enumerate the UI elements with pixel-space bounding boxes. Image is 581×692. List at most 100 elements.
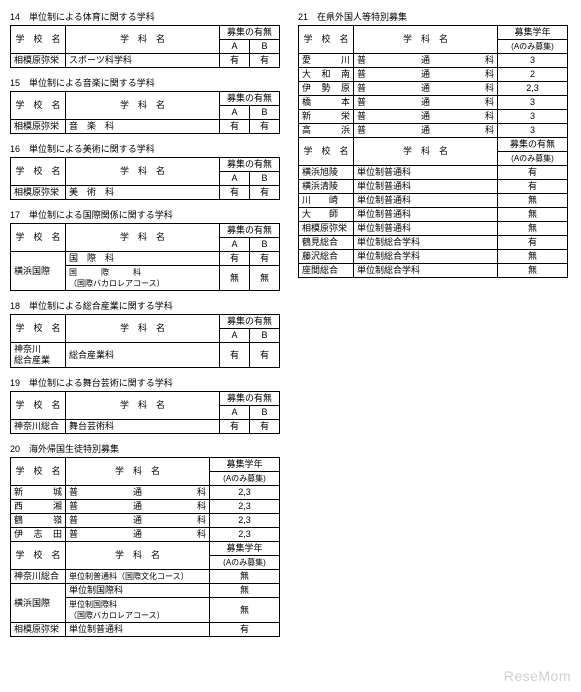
header-cell: A: [219, 40, 249, 54]
cell: 単位制国際科: [66, 584, 210, 598]
cell: 新 栄: [299, 110, 354, 124]
cell: 2,3: [210, 528, 280, 542]
cell: 単位制普通科: [354, 208, 498, 222]
header-cell: 学 科 名: [66, 26, 220, 54]
header-cell: B: [249, 329, 279, 343]
table: 学 校 名学 科 名募集の有無AB相模原弥栄スポーツ科学科有有: [10, 25, 280, 68]
section: 18 単位制による総合産業に関する学科学 校 名学 科 名募集の有無AB神奈川総…: [10, 299, 280, 368]
cell: 無: [219, 266, 249, 291]
cell: 有: [219, 54, 249, 68]
cell: 無: [498, 194, 568, 208]
header-cell: 学 科 名: [354, 26, 498, 54]
cell: 相模原弥栄: [11, 54, 66, 68]
section: 17 単位制による国際関係に関する学科学 校 名学 科 名募集の有無AB横浜国際…: [10, 208, 280, 291]
cell: 舞台芸術科: [66, 420, 220, 434]
cell: 普 通 科: [66, 500, 210, 514]
cell: 無: [498, 264, 568, 278]
table-row: 新 栄普 通 科3: [299, 110, 568, 124]
header-cell: 学 校 名: [11, 26, 66, 54]
cell: 単位制普通科: [354, 194, 498, 208]
table: 学 校 名学 科 名募集の有無AB神奈川総合産業総合産業科有有: [10, 314, 280, 368]
table: 学 校 名学 科 名募集学年(Aのみ募集)愛 川普 通 科3大 和 南普 通 科…: [298, 25, 568, 278]
cell: 2,3: [210, 500, 280, 514]
cell: 有: [219, 343, 249, 368]
header-cell: 学 校 名: [11, 158, 66, 186]
cell: 2: [498, 68, 568, 82]
cell: 伊 志 田: [11, 528, 66, 542]
cell: 単位制総合学科: [354, 250, 498, 264]
cell: 無: [210, 570, 280, 584]
table-row: 横浜旭陵単位制普通科有: [299, 166, 568, 180]
table-row: 相模原弥栄美 術 科有有: [11, 186, 280, 200]
cell: 神奈川総合: [11, 570, 66, 584]
cell: 相模原弥栄: [11, 186, 66, 200]
table-row: 神奈川総合舞台芸術科有有: [11, 420, 280, 434]
watermark: ReseMom: [504, 668, 571, 684]
cell: 単位制総合学科: [354, 264, 498, 278]
header-cell: 募集学年: [210, 542, 280, 556]
cell: 有: [219, 252, 249, 266]
table-row: 伊 勢 原普 通 科2,3: [299, 82, 568, 96]
cell: 無: [210, 584, 280, 598]
header-cell: 学 校 名: [11, 542, 66, 570]
header-cell: (Aのみ募集): [210, 556, 280, 570]
header-cell: (Aのみ募集): [498, 40, 568, 54]
table-row: 横浜国際単位制国際科無: [11, 584, 280, 598]
section: 21 在県外国人等特別募集学 校 名学 科 名募集学年(Aのみ募集)愛 川普 通…: [298, 10, 568, 278]
cell: 有: [498, 180, 568, 194]
cell: 横浜清陵: [299, 180, 354, 194]
cell: 相模原弥栄: [11, 623, 66, 637]
cell: 有: [249, 420, 279, 434]
section: 19 単位制による舞台芸術に関する学科学 校 名学 科 名募集の有無AB神奈川総…: [10, 376, 280, 434]
cell: 3: [498, 110, 568, 124]
cell: 藤沢総合: [299, 250, 354, 264]
cell: 総合産業科: [66, 343, 220, 368]
cell: 国 際 科: [66, 252, 220, 266]
table-row: 相模原弥栄単位制普通科有: [11, 623, 280, 637]
cell: 有: [219, 120, 249, 134]
cell: 高 浜: [299, 124, 354, 138]
cell: 3: [498, 96, 568, 110]
cell: 川 崎: [299, 194, 354, 208]
cell: 有: [249, 343, 279, 368]
table-row: 高 浜普 通 科3: [299, 124, 568, 138]
header-cell: 学 科 名: [66, 224, 220, 252]
header-cell: 募集の有無: [219, 26, 279, 40]
table-row: 相模原弥栄音 楽 科有有: [11, 120, 280, 134]
table-row: 神奈川総合単位制普通科（国際文化コース）無: [11, 570, 280, 584]
header-cell: 学 科 名: [354, 138, 498, 166]
table-row: 新 城普 通 科2,3: [11, 486, 280, 500]
cell: 普 通 科: [354, 54, 498, 68]
header-cell: A: [219, 406, 249, 420]
cell: 座間総合: [299, 264, 354, 278]
header-cell: B: [249, 238, 279, 252]
table: 学 校 名学 科 名募集の有無AB相模原弥栄美 術 科有有: [10, 157, 280, 200]
header-cell: B: [249, 406, 279, 420]
cell: スポーツ科学科: [66, 54, 220, 68]
left-column: 14 単位制による体育に関する学科学 校 名学 科 名募集の有無AB相模原弥栄ス…: [10, 10, 280, 645]
cell: 音 楽 科: [66, 120, 220, 134]
cell: 鶴 嶺: [11, 514, 66, 528]
section: 20 海外帰国生徒特別募集学 校 名学 科 名募集学年(Aのみ募集)新 城普 通…: [10, 442, 280, 637]
header-cell: 学 校 名: [299, 138, 354, 166]
section-title: 15 単位制による音楽に関する学科: [10, 76, 280, 89]
table-row: 西 湘普 通 科2,3: [11, 500, 280, 514]
cell: 国 際 科（国際バカロレアコース）: [66, 266, 220, 291]
cell: 有: [249, 186, 279, 200]
cell: 有: [249, 252, 279, 266]
cell: 2,3: [210, 514, 280, 528]
cell: 単位制普通科: [354, 166, 498, 180]
header-cell: 募集の有無: [219, 315, 279, 329]
header-cell: B: [249, 172, 279, 186]
cell: 無: [498, 208, 568, 222]
section-title: 20 海外帰国生徒特別募集: [10, 442, 280, 455]
section-title: 16 単位制による美術に関する学科: [10, 142, 280, 155]
header-cell: 学 科 名: [66, 92, 220, 120]
table: 学 校 名学 科 名募集の有無AB横浜国際国 際 科有有国 際 科（国際バカロレ…: [10, 223, 280, 291]
cell: 相模原弥栄: [299, 222, 354, 236]
cell: 普 通 科: [66, 486, 210, 500]
cell: 愛 川: [299, 54, 354, 68]
header-cell: 学 校 名: [11, 458, 66, 486]
table-row: 橋 本普 通 科3: [299, 96, 568, 110]
header-cell: 学 校 名: [11, 392, 66, 420]
